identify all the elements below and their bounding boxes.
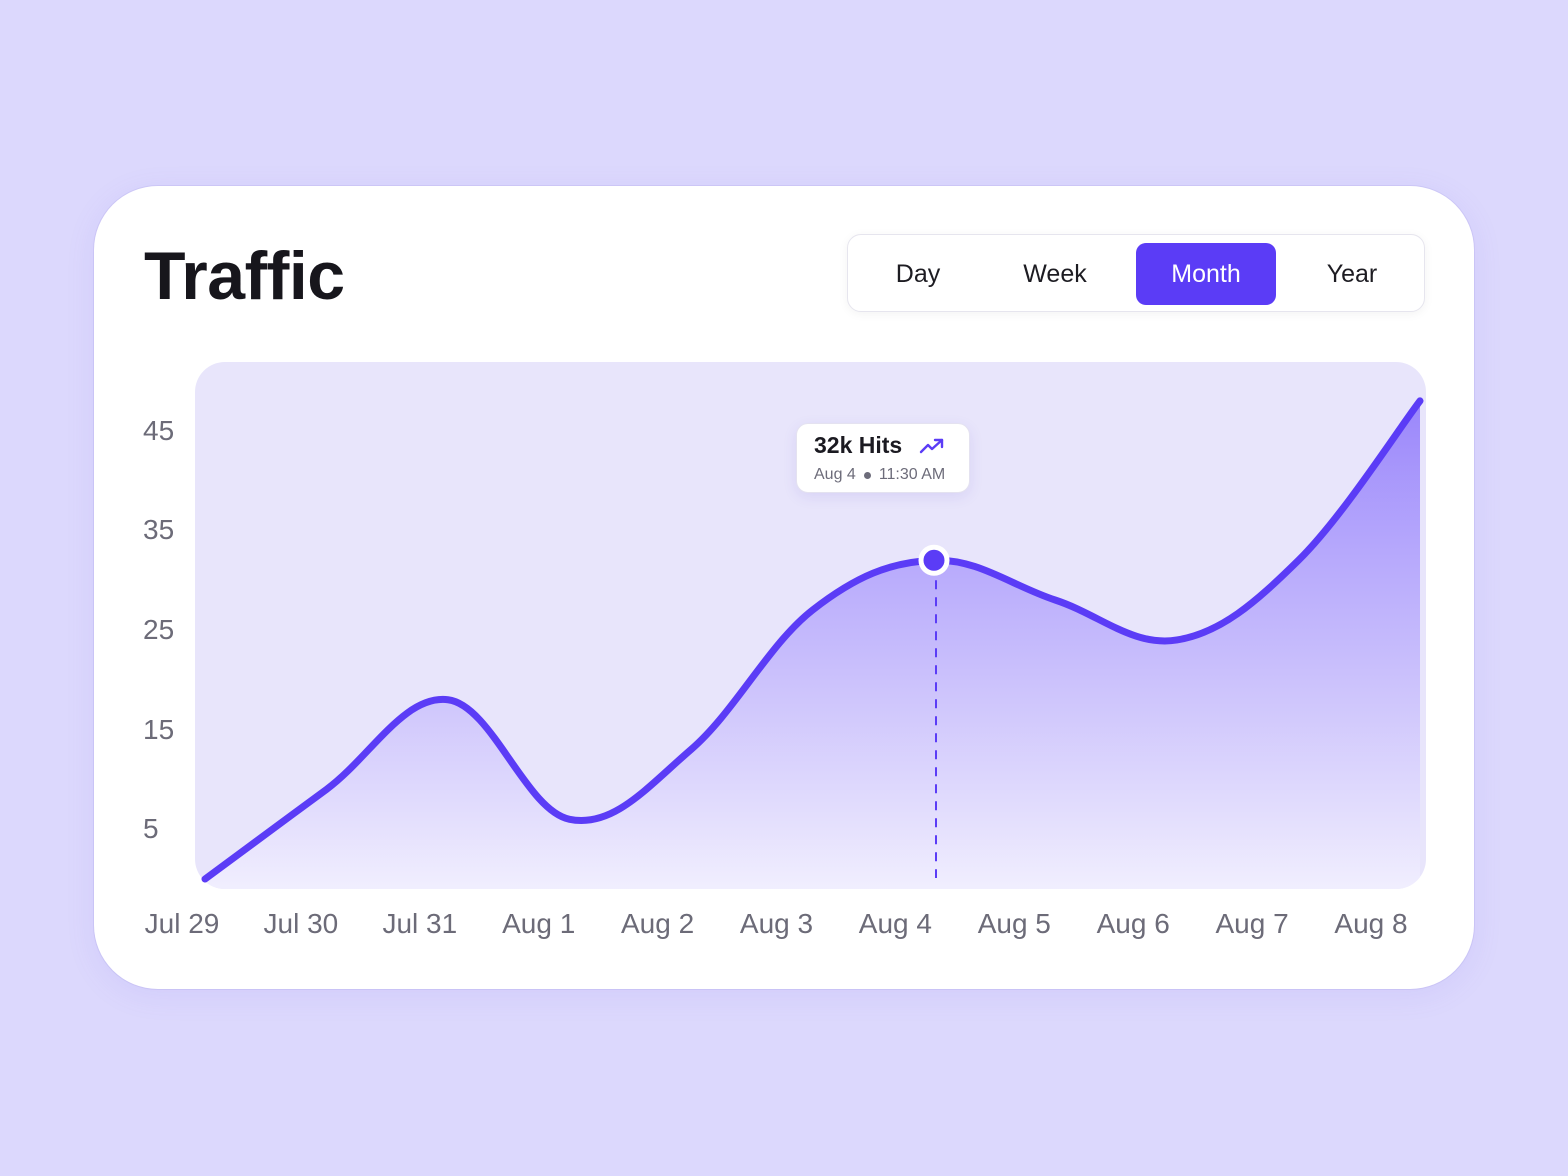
y-tick-label: 35 (143, 514, 175, 546)
tab-day[interactable]: Day (895, 259, 941, 288)
x-tick-label: Jul 29 (144, 908, 220, 939)
tooltip-datetime: Aug 4 11:30 AM (814, 466, 945, 484)
x-tick-label: Aug 7 (1215, 908, 1289, 939)
x-tick-label: Aug 1 (502, 908, 576, 939)
series-line (201, 397, 1424, 883)
x-tick-label: Aug 8 (1334, 908, 1408, 939)
tooltip-time: 11:30 AM (878, 466, 946, 483)
page-title: Traffic (144, 238, 345, 314)
x-tick-label: Aug 4 (858, 908, 932, 939)
trending-up-icon (919, 438, 944, 454)
y-tick-label: 15 (143, 713, 175, 745)
x-tick-label: Jul 30 (263, 908, 339, 939)
area-fill (205, 400, 1420, 889)
tab-week[interactable]: Week (1023, 259, 1087, 288)
tooltip-date: Aug 4 (814, 466, 856, 483)
y-tick-label: 25 (143, 614, 175, 645)
x-tick-label: Aug 3 (739, 908, 814, 939)
tab-year[interactable]: Year (1326, 259, 1378, 288)
highlight-point[interactable] (918, 544, 950, 576)
x-tick-label: Aug 2 (621, 908, 695, 939)
x-tick-label: Aug 6 (1096, 908, 1170, 939)
y-tick-label: 5 (143, 813, 159, 845)
traffic-card: Traffic Day Week Month Year 45 35 25 15 5 Ju… (94, 186, 1474, 989)
data-tooltip: 32k Hits Aug 4 11:30 AM (796, 423, 970, 493)
tooltip-value: 32k Hits (814, 432, 903, 458)
y-tick-label: 45 (143, 414, 175, 446)
x-tick-label: Jul 31 (382, 908, 458, 939)
x-tick-label: Aug 5 (977, 908, 1051, 939)
range-selector: Day Week Month Year (847, 234, 1425, 312)
separator-dot (863, 471, 871, 479)
tab-month[interactable]: Month (1136, 243, 1276, 305)
traffic-chart (195, 362, 1426, 889)
